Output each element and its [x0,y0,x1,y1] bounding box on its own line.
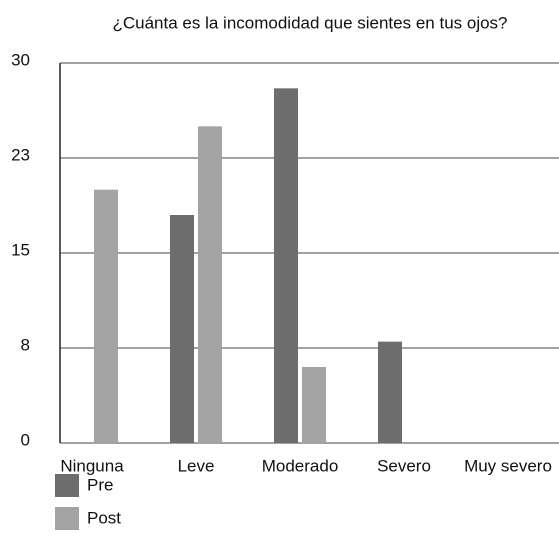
y-tick-label: 0 [21,430,30,449]
x-tick-label: Muy severo [464,456,552,475]
x-tick-label: Moderado [262,456,339,475]
bar [302,367,326,443]
x-tick-label: Severo [377,456,431,475]
y-tick-label: 15 [11,240,30,259]
x-tick-label: Ninguna [60,456,124,475]
legend-label: Post [87,508,121,527]
bar [170,215,194,443]
bar [274,88,298,443]
legend-swatch [55,507,79,530]
bar [94,189,118,443]
x-tick-label: Leve [178,456,215,475]
y-tick-label: 23 [11,145,30,164]
bar [198,126,222,443]
chart-title: ¿Cuánta es la incomodidad que sientes en… [112,13,507,32]
legend-swatch [55,474,79,497]
bar [378,341,402,443]
legend-label: Pre [87,475,113,494]
y-tick-label: 8 [21,335,30,354]
y-tick-label: 30 [11,50,30,69]
